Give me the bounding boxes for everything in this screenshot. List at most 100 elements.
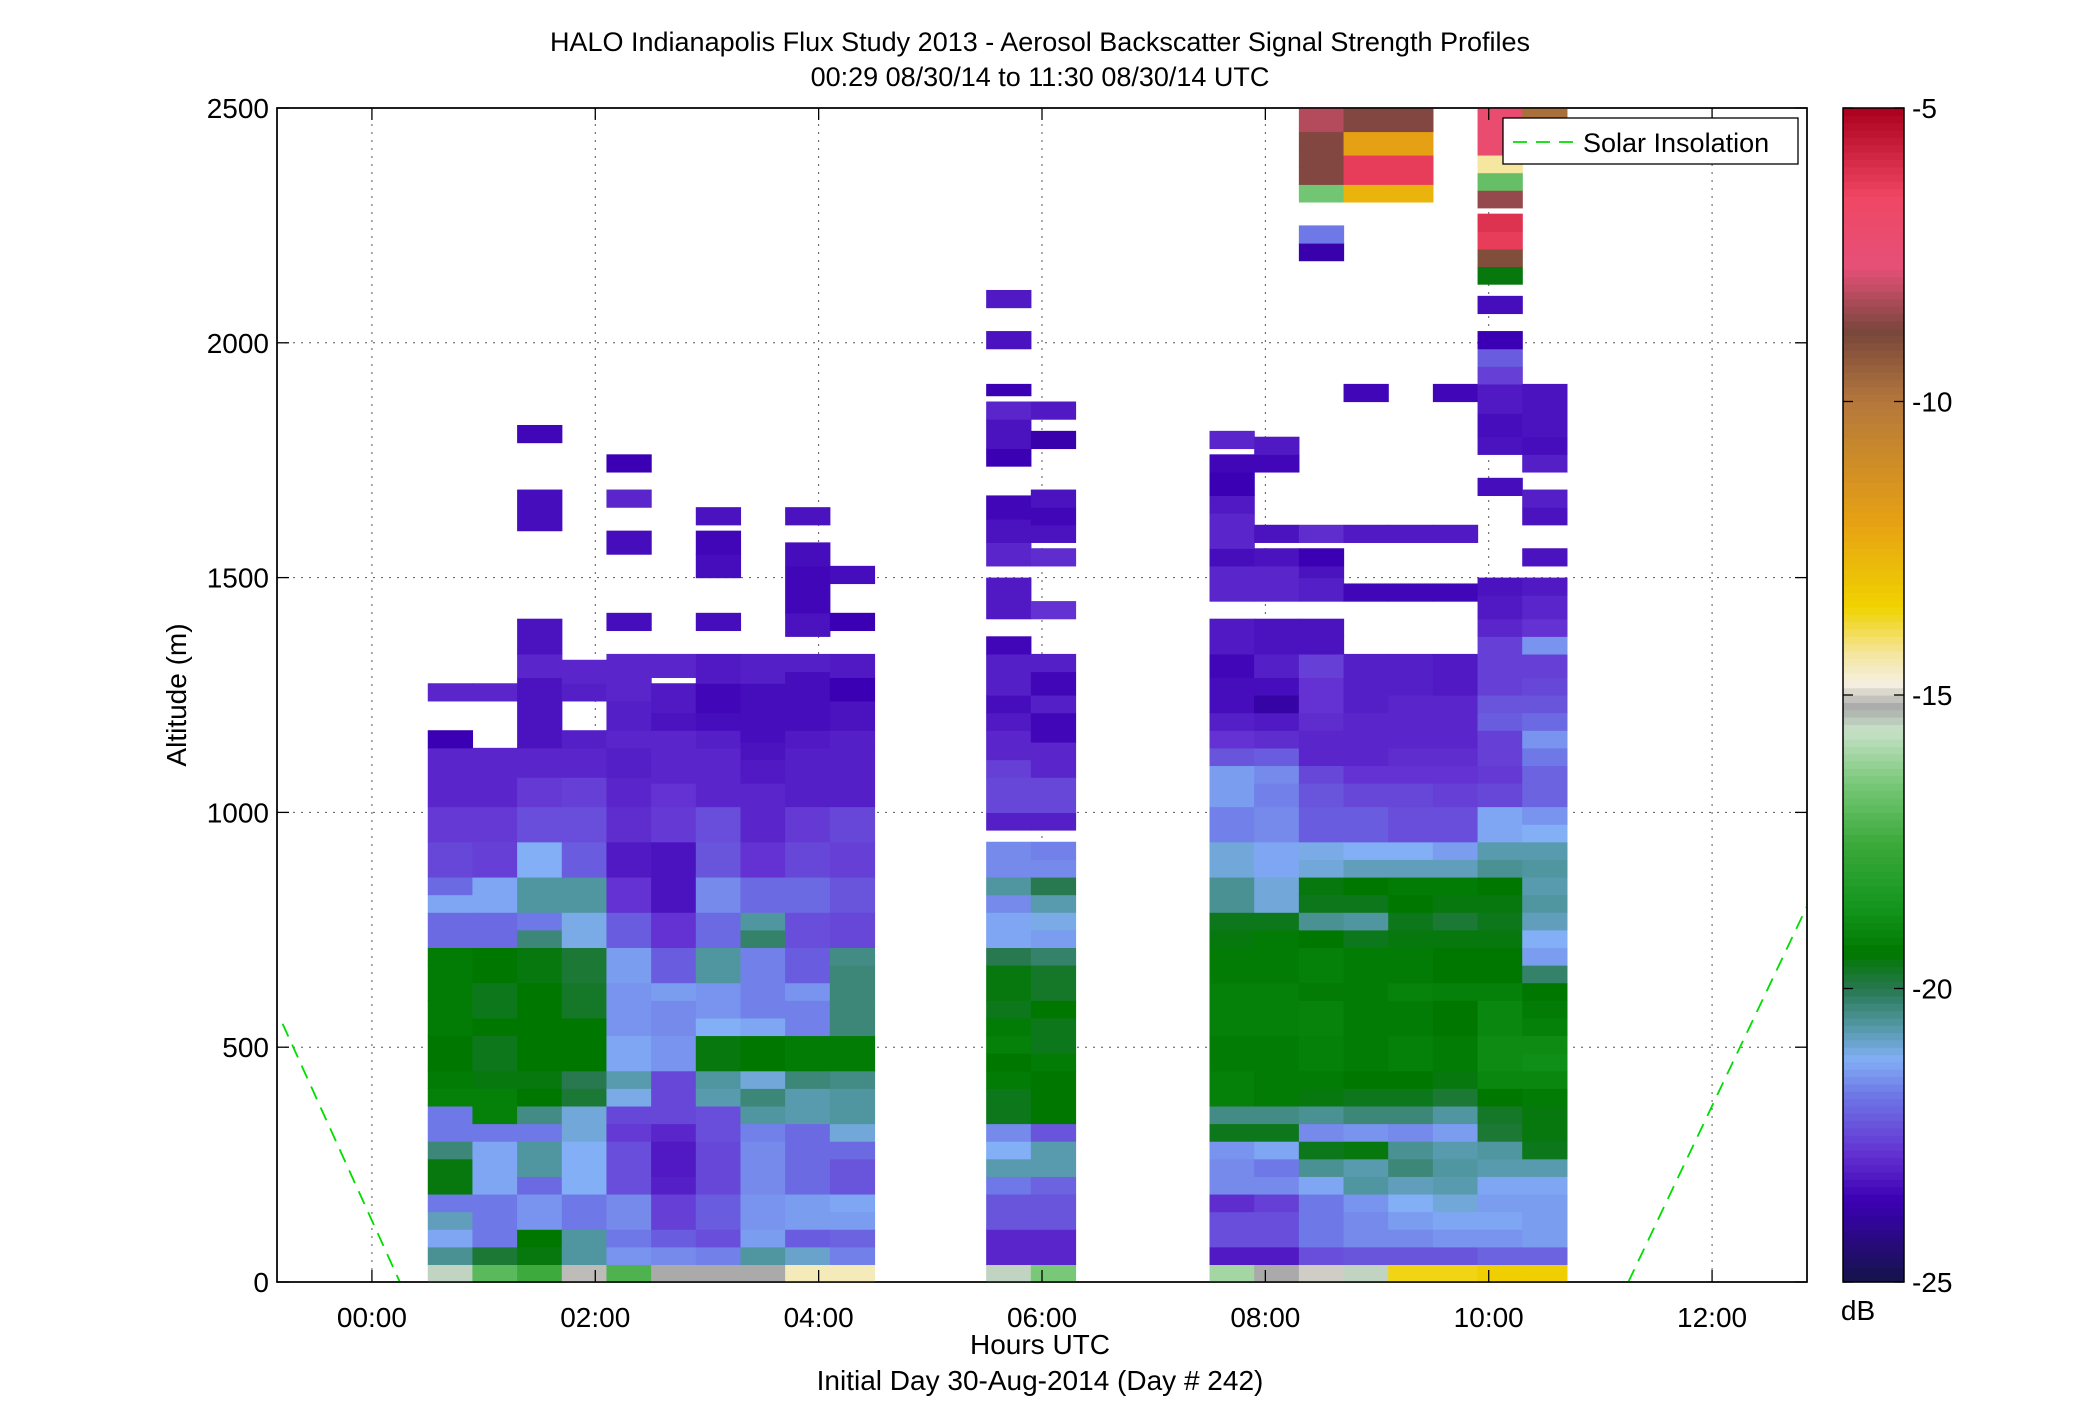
colorbar-swatch	[1843, 306, 1904, 315]
heatmap-cell	[651, 1141, 697, 1177]
colorbar-swatch	[1843, 1259, 1904, 1268]
heatmap-cell	[1477, 841, 1523, 860]
heatmap-cell	[986, 401, 1032, 420]
colorbar-swatch	[1843, 775, 1904, 784]
heatmap-cell	[1388, 695, 1434, 714]
heatmap-cell	[1477, 712, 1523, 731]
heatmap-cell	[561, 1088, 608, 1107]
heatmap-cell	[1030, 841, 1077, 860]
heatmap-cell	[740, 929, 786, 949]
colorbar-swatch	[1843, 1149, 1904, 1158]
heatmap-cell	[1432, 1141, 1479, 1160]
heatmap-cell	[1030, 894, 1077, 913]
heatmap-cell	[1298, 783, 1345, 808]
heatmap-cell	[986, 777, 1032, 813]
heatmap-cell	[1030, 1229, 1077, 1265]
heatmap-cell	[986, 730, 1032, 761]
heatmap-cell	[785, 806, 831, 843]
heatmap-cell	[1254, 947, 1300, 984]
heatmap-cell	[1298, 1123, 1345, 1142]
colorbar-swatch	[1843, 115, 1904, 124]
heatmap-cell	[695, 982, 742, 1019]
heatmap-cell	[1477, 783, 1523, 808]
y-tick-label: 1000	[207, 797, 269, 828]
colorbar-swatch	[1843, 783, 1904, 791]
heatmap-cell	[1477, 1035, 1523, 1072]
heatmap-cell	[1343, 108, 1389, 133]
colorbar-swatch	[1843, 1032, 1904, 1041]
heatmap-cell	[1477, 876, 1523, 896]
heatmap-cell	[986, 1229, 1032, 1265]
colorbar-swatch	[1843, 218, 1904, 226]
colorbar-swatch	[1843, 1091, 1904, 1100]
heatmap-cell	[517, 1017, 563, 1072]
heatmap-cell	[695, 841, 742, 878]
heatmap-cell	[651, 1035, 697, 1072]
heatmap-cell	[1477, 366, 1523, 385]
heatmap-cell	[1477, 947, 1523, 984]
heatmap-cell	[1522, 894, 1568, 913]
heatmap-cell	[1432, 1123, 1479, 1142]
colorbar-swatch	[1843, 724, 1904, 733]
heatmap-cell	[1209, 747, 1255, 767]
colorbar-swatch	[1843, 137, 1904, 146]
colorbar-swatch	[1843, 225, 1904, 234]
heatmap-cell	[427, 1070, 474, 1089]
colorbar-label: dB	[1841, 1295, 1875, 1326]
x-tick-label: 12:00	[1677, 1302, 1747, 1333]
colorbar-swatch	[1843, 599, 1904, 608]
heatmap-cell	[695, 712, 742, 731]
heatmap-cell	[1522, 912, 1568, 931]
heatmap-cell	[1388, 1141, 1434, 1160]
colorbar-swatch	[1843, 372, 1904, 381]
heatmap-cell	[1388, 184, 1434, 203]
heatmap-cell	[427, 1035, 474, 1072]
colorbar-swatch	[1843, 856, 1904, 865]
heatmap-cell	[472, 683, 518, 702]
heatmap-cell	[517, 1229, 563, 1248]
heatmap-cell	[1522, 383, 1568, 414]
heatmap-cell	[606, 730, 652, 749]
heatmap-cell	[1432, 1088, 1479, 1107]
heatmap-cell	[986, 577, 1032, 620]
colorbar-swatch	[1843, 1003, 1904, 1012]
heatmap-cell	[1522, 1141, 1568, 1160]
heatmap-cell	[517, 424, 563, 444]
heatmap-cell	[740, 806, 786, 843]
heatmap-cell	[1254, 912, 1300, 931]
heatmap-cell	[986, 1176, 1032, 1195]
heatmap-cell	[829, 747, 876, 808]
colorbar-swatch	[1843, 1193, 1904, 1202]
heatmap-cell	[1477, 636, 1523, 655]
heatmap-cell	[517, 806, 563, 843]
colorbar-swatch	[1843, 496, 1904, 505]
heatmap-cell	[427, 1193, 474, 1213]
heatmap-cell	[1388, 730, 1434, 749]
heatmap-cell	[1030, 982, 1077, 1001]
heatmap-cell	[1298, 1105, 1345, 1125]
heatmap-cell	[740, 1105, 786, 1125]
colorbar-swatch	[1843, 408, 1904, 417]
heatmap-cell	[695, 1264, 742, 1283]
heatmap-cell	[1522, 548, 1568, 567]
heatmap-cell	[1432, 841, 1479, 860]
heatmap-cell	[1030, 929, 1077, 949]
colorbar-swatch	[1843, 643, 1904, 652]
colorbar-swatch	[1843, 665, 1904, 674]
heatmap-cell	[1477, 348, 1523, 367]
heatmap-cell	[1030, 1141, 1077, 1177]
colorbar-swatch	[1843, 959, 1904, 968]
heatmap-cell	[651, 783, 697, 808]
heatmap-cell	[561, 730, 608, 749]
heatmap-cell	[785, 1229, 831, 1248]
heatmap-cell	[1343, 583, 1389, 602]
colorbar-swatch	[1843, 797, 1904, 806]
heatmap-cell	[1522, 1088, 1568, 1107]
heatmap-cell	[1298, 108, 1345, 133]
heatmap-cell	[986, 876, 1032, 896]
heatmap-cell	[561, 912, 608, 949]
heatmap-cell	[606, 1035, 652, 1072]
heatmap-cell	[1298, 677, 1345, 714]
heatmap-cell	[1298, 912, 1345, 931]
colorbar-swatch	[1843, 1010, 1904, 1019]
